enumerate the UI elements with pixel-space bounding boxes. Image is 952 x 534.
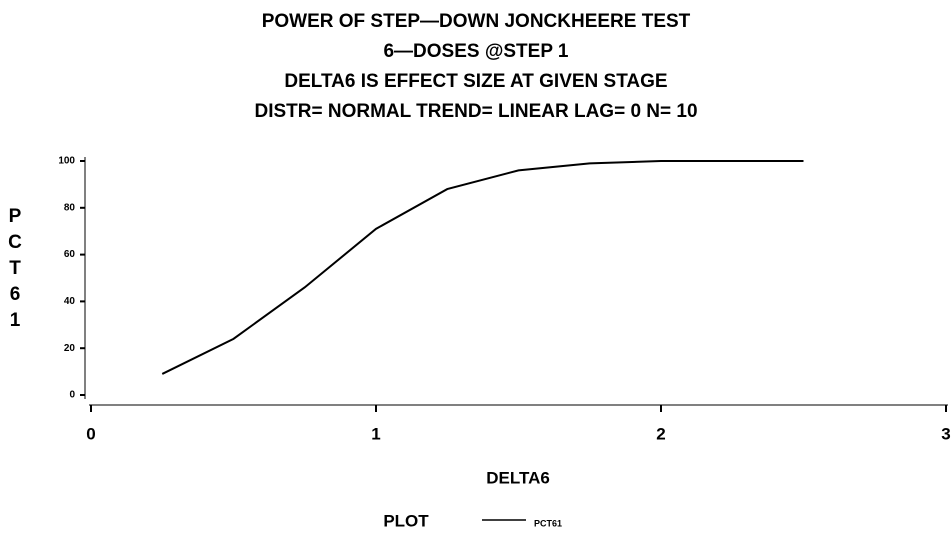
- y-tick-label: 20: [64, 343, 76, 354]
- y-tick-label: 0: [69, 390, 75, 401]
- y-tick-label: 100: [58, 156, 75, 167]
- x-axis-label: DELTA6: [486, 468, 550, 487]
- series-line: [161, 160, 804, 375]
- chart-title: DELTA6 IS EFFECT SIZE AT GIVEN STAGE: [284, 71, 667, 92]
- y-tick-label: 40: [64, 296, 76, 307]
- x-tick-label: 2: [656, 424, 665, 443]
- x-tick-label: 1: [371, 424, 380, 443]
- legend-title: PLOT: [383, 511, 429, 530]
- y-axis-label: PCT61: [8, 206, 22, 331]
- y-tick-label: 60: [64, 249, 76, 260]
- legend-label: PCT61: [534, 518, 562, 528]
- chart-title: POWER OF STEP—DOWN JONCKHEERE TEST: [262, 11, 691, 32]
- y-tick-label: 80: [64, 202, 76, 213]
- x-tick-label: 3: [941, 424, 950, 443]
- chart-title: DISTR= NORMAL TREND= LINEAR LAG= 0 N= 10: [254, 101, 697, 122]
- x-tick-label: 0: [86, 424, 95, 443]
- chart-title: 6—DOSES @STEP 1: [383, 41, 568, 62]
